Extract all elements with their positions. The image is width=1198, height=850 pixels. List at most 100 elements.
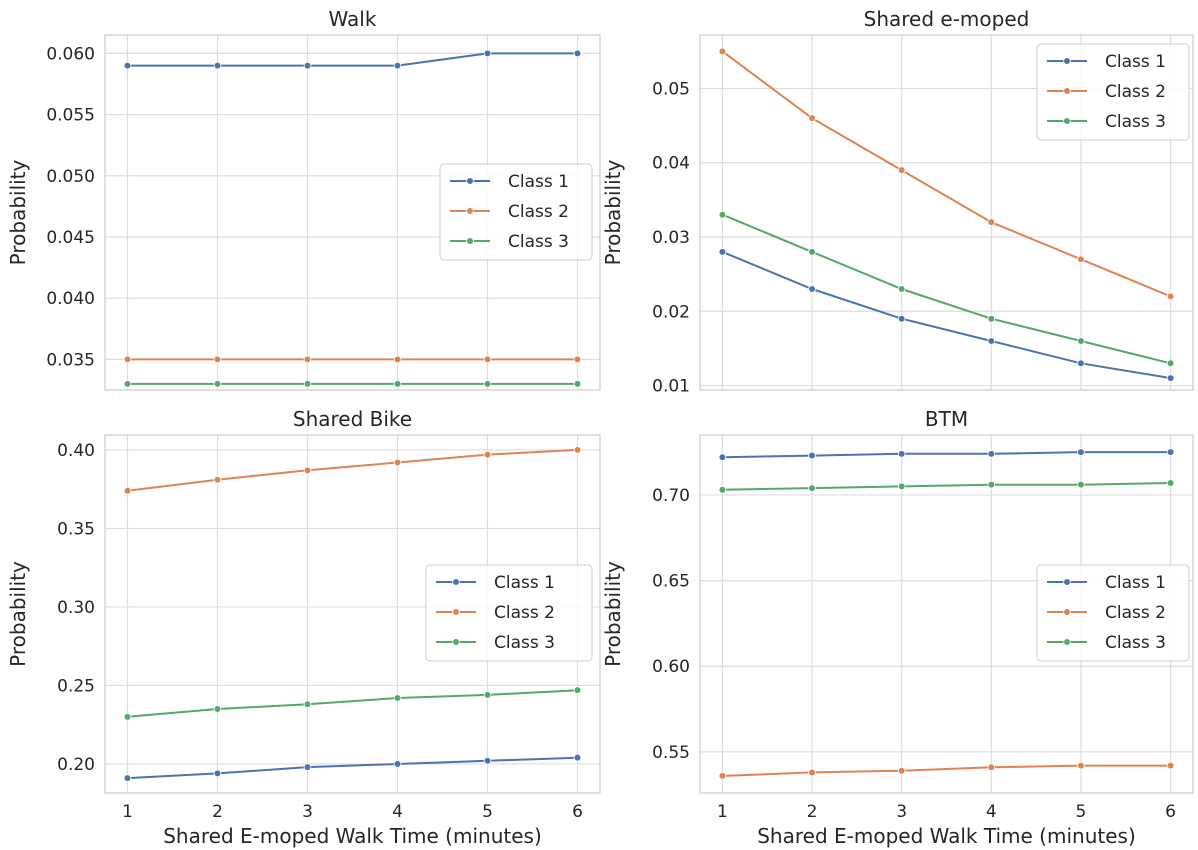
y-tick-label: 0.045 xyxy=(46,228,95,248)
y-tick-label: 0.050 xyxy=(46,167,95,187)
data-point xyxy=(393,61,402,70)
data-point xyxy=(718,486,727,494)
x-axis-label: Shared E-moped Walk Time (minutes) xyxy=(163,824,542,848)
y-tick-label: 0.04 xyxy=(652,154,690,174)
y-tick-label: 0.03 xyxy=(652,228,690,248)
data-point xyxy=(393,458,402,467)
y-tick-label: 0.035 xyxy=(46,350,95,370)
data-point xyxy=(897,285,906,293)
data-point xyxy=(573,446,582,454)
plot-frame xyxy=(104,34,601,391)
legend-marker xyxy=(1063,87,1071,95)
data-point xyxy=(123,380,132,388)
series-line xyxy=(127,52,578,67)
data-point xyxy=(897,314,906,323)
panel-4: 0.55 0.60 0.65 0.70 1 2 3 4 5 6 BTM Probability Shar… xyxy=(601,407,1194,848)
data-point xyxy=(808,248,816,256)
legend-box xyxy=(439,163,593,261)
data-point xyxy=(483,691,492,699)
data-point xyxy=(393,355,402,364)
series-2 xyxy=(718,761,1175,780)
x-tick-label: 1 xyxy=(122,802,133,822)
data-point xyxy=(808,114,816,122)
series-line xyxy=(127,756,578,780)
data-point xyxy=(808,768,816,777)
y-tick-label: 0.040 xyxy=(46,289,95,309)
data-point xyxy=(718,47,727,56)
data-point xyxy=(483,757,492,765)
series-line xyxy=(722,764,1171,777)
y-axis-label: Probability xyxy=(601,561,625,667)
legend-box xyxy=(425,564,593,662)
legend-label: Class 2 xyxy=(1105,82,1166,102)
legend-label: Class 3 xyxy=(1105,633,1166,653)
legend-label: Class 3 xyxy=(1105,112,1166,132)
legend: Class 1 Class 2 Class 3 xyxy=(425,564,593,662)
legend-box xyxy=(1036,43,1190,141)
legend-marker xyxy=(452,638,460,646)
series-3 xyxy=(123,380,582,388)
series-line xyxy=(127,448,578,492)
data-point xyxy=(987,314,996,323)
y-tick-label: 0.01 xyxy=(652,377,690,397)
data-point xyxy=(303,61,312,70)
data-point xyxy=(1077,761,1085,770)
panel-1: 0.035 0.040 0.045 0.050 0.055 0.060 Walk Probab… xyxy=(6,7,601,391)
data-point xyxy=(303,380,312,388)
data-point xyxy=(393,694,402,702)
y-tick-label: 0.35 xyxy=(57,519,95,539)
legend: Class 1 Class 2 Class 3 xyxy=(1036,564,1190,662)
legend-marker xyxy=(466,237,474,245)
panel-title: Walk xyxy=(329,7,377,31)
series-3 xyxy=(718,479,1175,494)
panel-title: Shared Bike xyxy=(293,407,412,431)
data-point xyxy=(213,769,222,778)
y-tick-label: 0.55 xyxy=(652,743,690,763)
legend-marker xyxy=(1063,638,1071,646)
data-point xyxy=(808,484,816,492)
data-point xyxy=(718,248,727,256)
data-point xyxy=(393,380,402,388)
y-axis-label: Probability xyxy=(6,561,30,667)
y-tick-label: 0.02 xyxy=(652,302,690,322)
data-point xyxy=(897,766,906,775)
legend-marker xyxy=(452,578,460,586)
series-1 xyxy=(718,248,1175,382)
data-point xyxy=(1077,480,1085,489)
data-point xyxy=(897,166,906,174)
series-line xyxy=(722,482,1171,491)
data-point xyxy=(213,380,222,388)
data-point xyxy=(213,355,222,364)
data-point xyxy=(123,774,132,782)
series-3 xyxy=(718,210,1175,368)
data-point xyxy=(1166,448,1175,456)
panel-2: 0.01 0.02 0.03 0.04 0.05 Shared e-moped Probab… xyxy=(601,7,1194,397)
series-1 xyxy=(123,753,582,782)
x-tick-label: 4 xyxy=(392,802,403,822)
x-tick-label: 4 xyxy=(986,802,997,822)
data-point xyxy=(1166,479,1175,487)
data-point xyxy=(213,61,222,70)
series-line xyxy=(722,250,1171,380)
data-point xyxy=(303,700,312,709)
data-point xyxy=(808,451,816,460)
data-point xyxy=(1077,359,1085,368)
data-point xyxy=(573,49,582,58)
data-point xyxy=(987,450,996,458)
series-line xyxy=(721,50,1171,298)
legend-label: Class 2 xyxy=(494,603,555,623)
legend-label: Class 1 xyxy=(1105,52,1166,72)
x-axis-label: Shared E-moped Walk Time (minutes) xyxy=(757,824,1136,848)
data-point xyxy=(1077,255,1085,264)
y-tick-label: 0.20 xyxy=(57,755,95,775)
data-point xyxy=(483,355,492,364)
data-point xyxy=(213,705,222,713)
legend-marker xyxy=(1063,117,1071,125)
y-tick-label: 0.30 xyxy=(57,598,95,618)
data-point xyxy=(573,380,582,388)
legend-label: Class 2 xyxy=(1105,603,1166,623)
legend-label: Class 3 xyxy=(508,232,569,252)
y-tick-label: 0.25 xyxy=(57,676,95,696)
x-tick-label: 5 xyxy=(482,802,493,822)
x-tick-label: 6 xyxy=(572,802,583,822)
